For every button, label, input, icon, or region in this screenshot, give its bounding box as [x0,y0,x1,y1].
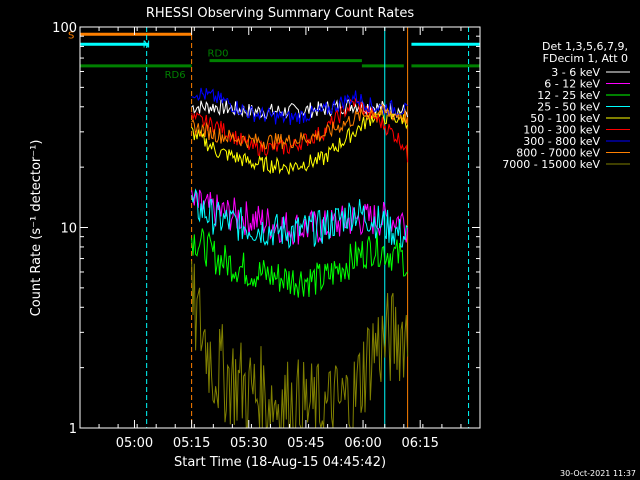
legend: Det 1,3,5,6,7,9,FDecim 1, Att 03 - 6 keV… [502,40,630,171]
series-line [191,228,408,298]
x-axis-label: Start Time (18-Aug-15 04:45:42) [174,455,386,470]
x-tick-label: 05:45 [287,436,324,451]
x-tick-label: 06:15 [401,436,438,451]
series-25-50kev [191,188,408,250]
series-line [191,260,409,430]
chart-title: RHESSI Observing Summary Count Rates [146,6,415,21]
legend-entry: 7000 - 15000 keV [502,158,600,171]
state-bar-label: S [68,30,74,41]
series-7000-15000kev [191,260,409,430]
series-line [191,108,409,175]
data-series [191,87,409,430]
legend-entry: 800 - 7000 keV [516,147,600,160]
legend-header: FDecim 1, Att 0 [543,52,628,65]
series-line [191,188,408,250]
state-bar-label: RD0 [208,49,229,60]
series-line [191,97,409,163]
legend-entry: 3 - 6 keV [551,66,600,79]
series-line [191,103,409,150]
vertical-marker-lines [146,27,470,428]
y-tick-label: 10 [60,222,77,237]
axis-ticks: 05:00 05:15 05:30 05:45 06:00 06:15 1 10 100 [52,21,481,451]
x-tick-label: 05:00 [116,436,153,451]
x-tick-label: 05:30 [230,436,267,451]
series-50-100kev [191,108,409,175]
series-100-300kev [191,97,409,163]
legend-entry: 12 - 25 keV [537,89,600,102]
legend-entry: 100 - 300 keV [523,124,600,137]
legend-entry: 25 - 50 keV [537,101,600,114]
x-tick-label: 06:00 [344,436,381,451]
observing-state-bars: SNRD0RD6 [68,30,480,81]
legend-entry: 300 - 800 keV [523,135,600,148]
x-tick-label: 05:15 [173,436,210,451]
series-line [191,189,409,245]
plot-frame [79,26,481,429]
series-800-7000kev [191,103,409,150]
y-axis-label: Count Rate (s⁻¹ detector⁻¹) [29,140,44,317]
footer-date: 30-Oct-2021 11:37 [560,469,636,478]
series-line [191,87,408,125]
y-tick-label: 100 [52,21,77,36]
series-12-25kev [191,228,408,298]
legend-header: Det 1,3,5,6,7,9, [542,40,628,53]
legend-entry: 50 - 100 keV [530,112,600,125]
y-tick-label: 1 [69,422,77,437]
series-6-12kev [191,189,409,245]
series-300-800kev [191,87,408,125]
state-bar-label: RD6 [165,70,186,81]
legend-entry: 6 - 12 keV [544,78,600,91]
